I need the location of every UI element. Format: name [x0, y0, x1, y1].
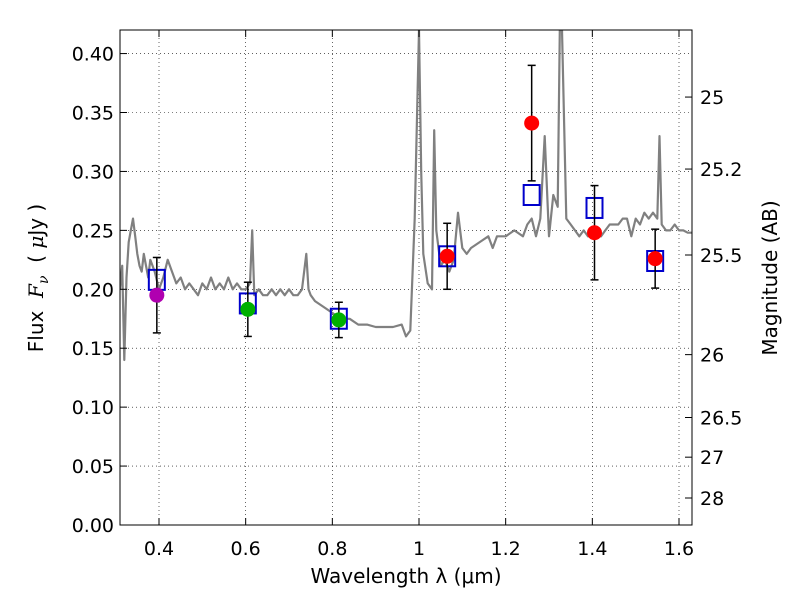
x-tick-label: 1.2 — [491, 538, 521, 560]
observed-point — [647, 251, 663, 267]
y2-tick-label: 25.2 — [700, 159, 742, 181]
x-axis-label: Wavelength λ (μm) — [310, 564, 501, 588]
grid-lines — [120, 30, 692, 525]
y-tick-label: 0.25 — [72, 220, 114, 242]
y-tick-label: 0.20 — [72, 279, 114, 301]
x-tick-label: 0.8 — [317, 538, 347, 560]
y-label-mu: μ — [24, 236, 48, 249]
x-tick-label: 0.4 — [144, 538, 174, 560]
y-tick-label: 0.00 — [72, 515, 114, 537]
observed-point — [331, 312, 347, 328]
observed-point — [524, 115, 540, 131]
x-tick-label: 1 — [413, 538, 425, 560]
y2-tick-label: 27 — [700, 447, 724, 469]
y2-tick-label: 26 — [700, 345, 724, 367]
y2-tick-label: 26.5 — [700, 408, 742, 430]
y2-tick-label: 28 — [700, 488, 724, 510]
y-axis-label: Flux Fν ( μJy ) — [24, 204, 52, 352]
observed-point — [149, 287, 165, 303]
spectrum-line — [120, 30, 692, 362]
plot-frame — [119, 29, 693, 526]
observed-point — [439, 248, 455, 264]
y-label-pre: Flux — [24, 298, 48, 352]
y-tick-label: 0.35 — [72, 103, 114, 125]
y-tick-label: 0.30 — [72, 161, 114, 183]
x-tick-label: 1.6 — [664, 538, 694, 560]
y-label-italic: F — [24, 283, 48, 299]
spectrum-layer — [120, 30, 692, 362]
y2-axis-label: Magnitude (AB) — [758, 200, 782, 355]
y-tick-label: 0.05 — [72, 456, 114, 478]
y-label-unit: Jy ) — [24, 204, 48, 238]
y-label-post: ( — [24, 249, 48, 276]
observed-point — [240, 301, 256, 317]
observed-point — [587, 225, 602, 241]
y2-tick-label: 25 — [700, 87, 724, 109]
y-tick-label: 0.15 — [72, 338, 114, 360]
x-tick-label: 0.6 — [231, 538, 261, 560]
x-tick-label: 1.4 — [577, 538, 607, 560]
axis-ticks: 0.4 0.6 0.8 1 1.2 1.4 1.6 0.00 0.05 0.10 0.15 0.20 0… — [72, 30, 742, 560]
marker-layer — [147, 64, 665, 339]
model-photometry-square — [522, 184, 541, 206]
y-label-sub: ν — [36, 275, 52, 284]
y2-tick-label: 25.5 — [700, 245, 742, 267]
y-tick-label: 0.10 — [72, 397, 114, 419]
y-tick-label: 0.40 — [72, 44, 114, 66]
